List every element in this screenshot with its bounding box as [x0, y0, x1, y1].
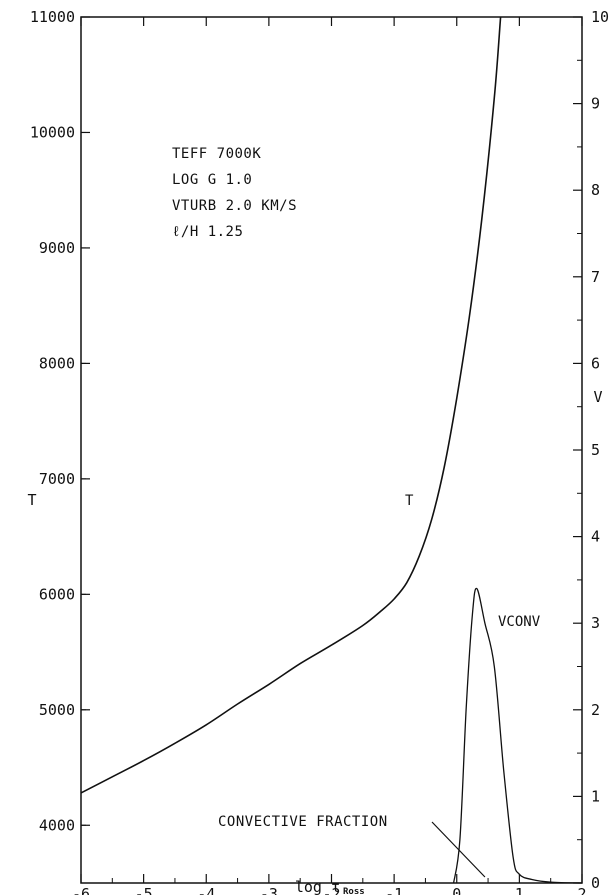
- y-axis-left-title: T: [27, 491, 36, 509]
- callout-arrow: [431, 821, 486, 878]
- y-right-tick-label: 10: [591, 8, 609, 26]
- axis-ticks: [80, 16, 583, 884]
- x-tick-label: 2: [577, 885, 586, 895]
- axis-tick-labels: -6 -5 -4 -3 -2 -1 0 1 2 4000 5000 6000 7000 8000 9000 1…: [30, 8, 609, 895]
- y-left-tick-label: 9000: [39, 239, 75, 257]
- y-right-tick-label: 9: [591, 95, 600, 113]
- x-tick-label: -5: [135, 885, 153, 895]
- y-right-tick-label: 0: [591, 874, 600, 892]
- y-left-tick-label: 4000: [39, 816, 75, 834]
- y-right-tick-label: 2: [591, 701, 600, 719]
- y-left-tick-label: 5000: [39, 701, 75, 719]
- callout-convective-fraction: CONVECTIVE FRACTION: [218, 814, 388, 830]
- x-tick-label: -1: [385, 885, 403, 895]
- x-tick-label: -2: [322, 885, 340, 895]
- y-left-tick-label: 10000: [30, 123, 75, 141]
- annotation-mixing-length: ℓ/H 1.25: [172, 224, 243, 240]
- y-right-tick-label: 8: [591, 181, 600, 199]
- y-left-tick-label: 11000: [30, 8, 75, 26]
- annotation-vturb: VTURB 2.0 KM/S: [172, 198, 297, 214]
- series-label-temperature: T: [405, 493, 414, 509]
- y-left-tick-label: 7000: [39, 470, 75, 488]
- y-right-tick-label: 4: [591, 528, 600, 546]
- series-line-vconv: [452, 587, 583, 884]
- annotation-teff: TEFF 7000K: [172, 146, 261, 162]
- x-tick-label: -4: [197, 885, 215, 895]
- y-right-tick-label: 3: [591, 614, 600, 632]
- series-line-temperature: [80, 16, 502, 794]
- x-tick-label: -6: [72, 885, 90, 895]
- y-axis-right-title: V: [593, 388, 602, 406]
- y-right-tick-label: 7: [591, 268, 600, 286]
- series-label-vconv: VCONV: [498, 614, 541, 630]
- x-tick-label: 0: [452, 885, 461, 895]
- model-parameters: TEFF 7000K LOG G 1.0 VTURB 2.0 KM/S ℓ/H …: [172, 146, 297, 240]
- x-tick-label: 1: [515, 885, 524, 895]
- x-axis-title-subscript: Ross: [343, 887, 365, 895]
- y-right-tick-label: 6: [591, 354, 600, 372]
- x-axis-title: log τ: [295, 878, 340, 895]
- y-right-tick-label: 1: [591, 787, 600, 805]
- annotation-logg: LOG G 1.0: [172, 172, 252, 188]
- y-left-tick-label: 8000: [39, 354, 75, 372]
- y-right-tick-label: 5: [591, 441, 600, 459]
- x-tick-label: -3: [260, 885, 278, 895]
- y-left-tick-label: 6000: [39, 585, 75, 603]
